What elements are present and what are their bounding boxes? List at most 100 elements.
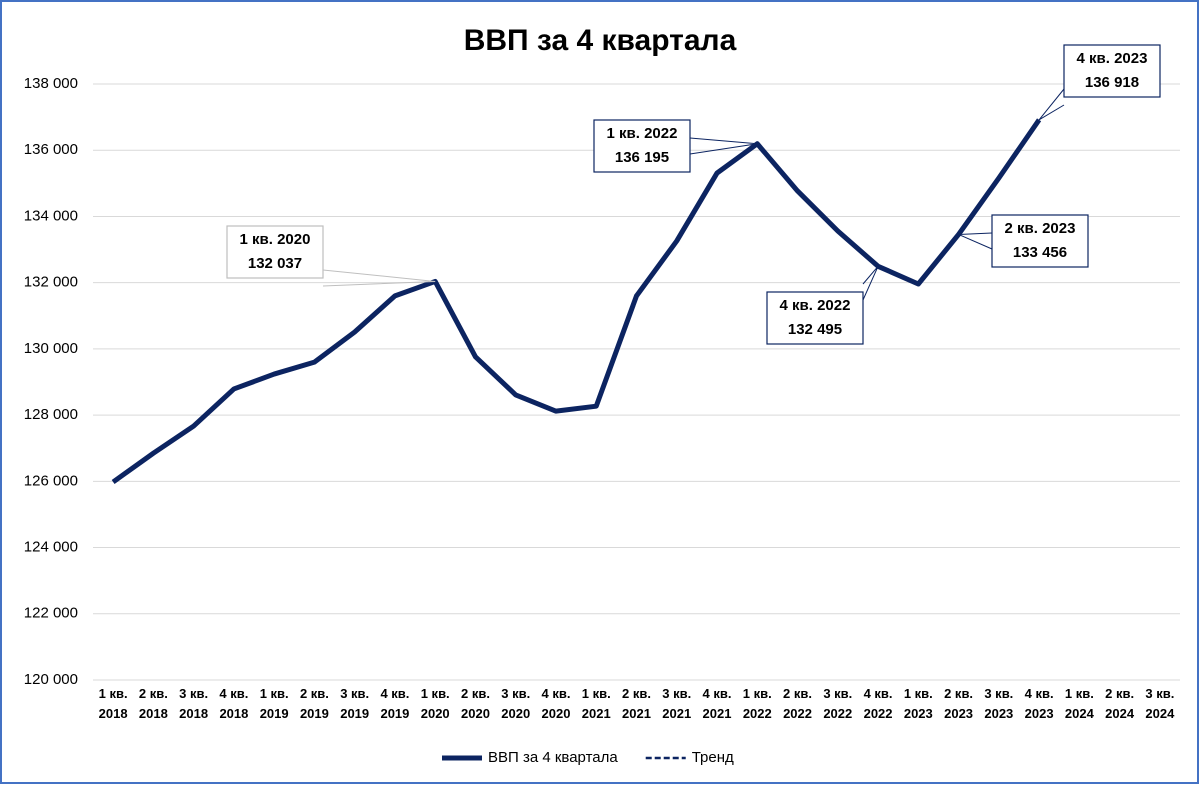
- x-tick-label: 1 кв. 2022: [743, 686, 772, 721]
- x-tick-label: 3 кв. 2022: [823, 686, 852, 721]
- x-tick-label: 4 кв. 2023: [1025, 686, 1054, 721]
- x-tick-line: 2 кв.: [300, 686, 329, 701]
- x-tick-label: 2 кв. 2022: [783, 686, 812, 721]
- x-tick-line: 2023: [944, 706, 973, 721]
- x-tick-line: 3 кв.: [823, 686, 852, 701]
- data-label: 132 495: [788, 321, 842, 338]
- x-tick-label: 2 кв. 2020: [461, 686, 490, 721]
- x-tick-label: 1 кв. 2020: [421, 686, 450, 721]
- y-tick-label: 132 000: [24, 274, 78, 291]
- data-label: 133 456: [1013, 244, 1067, 261]
- x-tick-line: 2021: [582, 706, 611, 721]
- x-tick-label: 3 кв. 2020: [501, 686, 530, 721]
- x-tick-line: 3 кв.: [1145, 686, 1174, 701]
- x-tick-line: 2022: [783, 706, 812, 721]
- y-tick-label: 122 000: [24, 605, 78, 622]
- x-tick-line: 2018: [219, 706, 248, 721]
- x-tick-line: 2021: [703, 706, 732, 721]
- x-tick-label: 2 кв. 2019: [300, 686, 329, 721]
- data-label: 136 918: [1085, 74, 1139, 91]
- x-tick-line: 2018: [139, 706, 168, 721]
- callout-category: 4 кв. 2022: [780, 297, 851, 314]
- x-tick-line: 1 кв.: [582, 686, 611, 701]
- y-tick-label: 124 000: [24, 539, 78, 556]
- x-tick-line: 3 кв.: [984, 686, 1013, 701]
- x-tick-line: 2019: [340, 706, 369, 721]
- x-tick-label: 1 кв. 2021: [582, 686, 611, 721]
- x-tick-label: 2 кв. 2024: [1105, 686, 1135, 721]
- x-tick-line: 2 кв.: [622, 686, 651, 701]
- x-tick-line: 3 кв.: [501, 686, 530, 701]
- x-tick-line: 2024: [1065, 706, 1095, 721]
- x-tick-label: 1 кв. 2023: [904, 686, 933, 721]
- x-tick-line: 2020: [461, 706, 490, 721]
- y-tick-label: 138 000: [24, 75, 78, 92]
- x-tick-label: 1 кв. 2018: [99, 686, 128, 721]
- x-tick-line: 2021: [622, 706, 651, 721]
- data-label: 136 195: [615, 149, 669, 166]
- x-tick-label: 3 кв. 2023: [984, 686, 1013, 721]
- x-tick-line: 2019: [300, 706, 329, 721]
- data-label: 132 037: [248, 255, 302, 272]
- x-tick-line: 2018: [179, 706, 208, 721]
- callout-category: 1 кв. 2022: [607, 125, 678, 142]
- x-tick-line: 3 кв.: [662, 686, 691, 701]
- callout-leader: [1038, 88, 1065, 121]
- y-tick-label: 134 000: [24, 207, 78, 224]
- x-tick-label: 3 кв. 2019: [340, 686, 369, 721]
- x-tick-line: 2023: [984, 706, 1013, 721]
- x-tick-line: 2018: [99, 706, 128, 721]
- legend-item: Тренд: [645, 749, 734, 766]
- x-tick-line: 1 кв.: [743, 686, 772, 701]
- x-tick-line: 2022: [743, 706, 772, 721]
- x-tick-line: 2021: [662, 706, 691, 721]
- callout-leader: [958, 232, 993, 250]
- x-tick-line: 2 кв.: [461, 686, 490, 701]
- x-tick-line: 2 кв.: [783, 686, 812, 701]
- x-tick-label: 3 кв. 2021: [662, 686, 691, 721]
- callout-category: 2 кв. 2023: [1005, 220, 1076, 237]
- x-tick-line: 2024: [1145, 706, 1175, 721]
- x-tick-line: 2023: [1025, 706, 1054, 721]
- x-tick-label: 2 кв. 2018: [139, 686, 168, 721]
- y-tick-label: 128 000: [24, 406, 78, 423]
- callout-leader: [689, 137, 758, 155]
- x-tick-line: 4 кв.: [542, 686, 571, 701]
- x-tick-label: 2 кв. 2023: [944, 686, 973, 721]
- x-tick-line: 2020: [542, 706, 571, 721]
- callout-leader: [862, 265, 879, 301]
- x-tick-label: 4 кв. 2021: [703, 686, 732, 721]
- x-tick-line: 1 кв.: [260, 686, 289, 701]
- x-tick-line: 3 кв.: [340, 686, 369, 701]
- y-tick-label: 120 000: [24, 671, 78, 688]
- x-tick-line: 4 кв.: [219, 686, 248, 701]
- y-tick-label: 130 000: [24, 340, 78, 357]
- x-tick-line: 2023: [904, 706, 933, 721]
- x-tick-line: 4 кв.: [380, 686, 409, 701]
- callout-category: 1 кв. 2020: [240, 231, 311, 248]
- x-tick-label: 4 кв. 2020: [542, 686, 571, 721]
- y-tick-label: 136 000: [24, 141, 78, 158]
- x-tick-line: 2 кв.: [139, 686, 168, 701]
- x-tick-line: 1 кв.: [1065, 686, 1094, 701]
- x-tick-line: 4 кв.: [1025, 686, 1054, 701]
- line-series: [111, 118, 1042, 485]
- callout-box: [226, 225, 324, 279]
- y-tick-label: 126 000: [24, 472, 78, 489]
- x-tick-line: 4 кв.: [864, 686, 893, 701]
- x-tick-label: 2 кв. 2021: [622, 686, 651, 721]
- x-tick-line: 4 кв.: [703, 686, 732, 701]
- x-tick-line: 2 кв.: [1105, 686, 1134, 701]
- callout-box: [593, 119, 691, 173]
- x-tick-label: 1 кв. 2019: [260, 686, 289, 721]
- x-tick-label: 4 кв. 2018: [219, 686, 248, 721]
- x-tick-line: 1 кв.: [904, 686, 933, 701]
- x-tick-label: 3 кв. 2024: [1145, 686, 1175, 721]
- x-tick-line: 2022: [864, 706, 893, 721]
- chart-title: ВВП за 4 квартала: [464, 24, 737, 57]
- legend-label: Тренд: [692, 749, 734, 766]
- callout-category: 4 кв. 2023: [1077, 50, 1148, 67]
- x-tick-line: 2 кв.: [944, 686, 973, 701]
- x-tick-line: 2022: [823, 706, 852, 721]
- legend-item: ВВП за 4 квартала: [442, 749, 618, 766]
